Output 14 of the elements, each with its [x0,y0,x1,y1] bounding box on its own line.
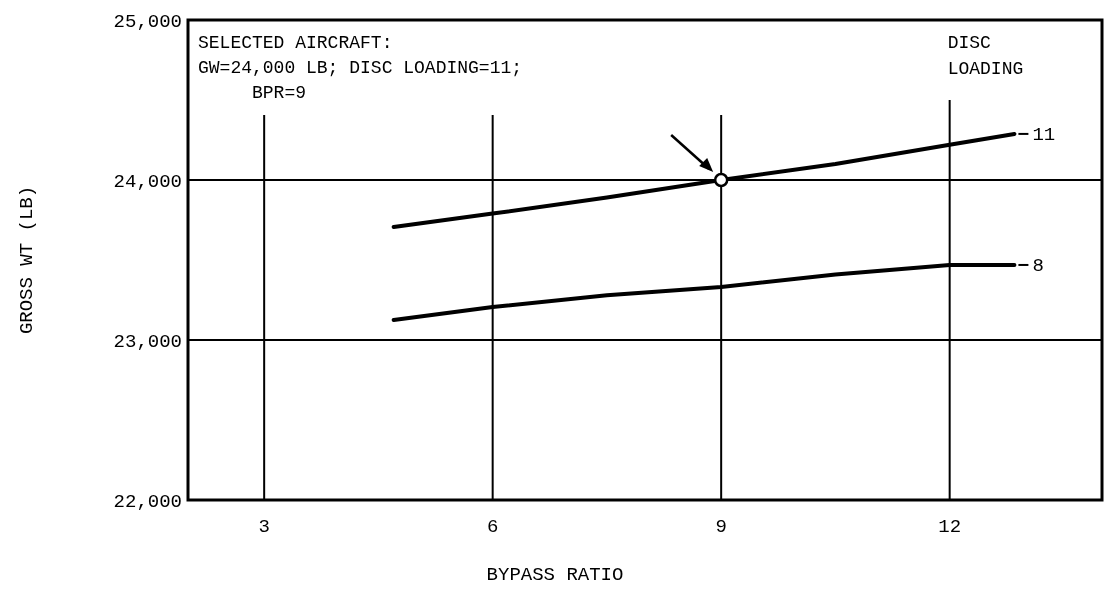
x-tick-label: 3 [258,516,270,538]
y-tick-label: 23,000 [113,331,182,353]
y-axis-title: GROSS WT (LB) [16,185,38,335]
x-tick-label: 6 [486,516,499,538]
x-axis-title: BYPASS RATIO [486,564,624,586]
x-tick-label: 9 [715,516,727,538]
legend-title: DISC LOADING [947,33,1024,79]
y-tick-label: 24,000 [113,171,182,193]
y-tick-label: 22,000 [113,491,182,513]
legend-label: 11 [1032,123,1056,146]
y-tick-label: 25,000 [113,11,182,33]
legend-label: 8 [1032,254,1044,277]
annotation: SELECTED AIRCRAFT: GW=24,000 LB; DISC LOADING=11; BPR=9 [198,33,523,103]
x-tick-label: 12 [938,516,962,538]
